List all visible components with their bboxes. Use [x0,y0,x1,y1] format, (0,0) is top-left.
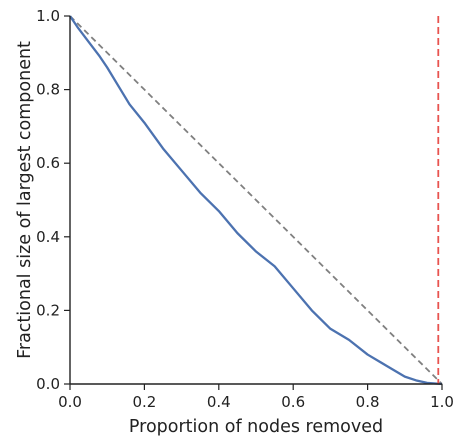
y-axis-label: Fractional size of largest component [15,41,35,359]
x-tick-label: 0.0 [58,393,82,411]
x-ticks: 0.0 0.2 0.4 0.6 0.8 1.0 [58,384,454,411]
y-tick-label: 0.4 [36,228,60,246]
y-tick-label: 0.8 [36,81,60,99]
y-ticks: 0.0 0.2 0.4 0.6 0.8 1.0 [36,7,70,393]
x-tick-label: 0.4 [207,393,231,411]
y-tick-label: 0.0 [36,375,60,393]
series-reference-diagonal [69,15,443,385]
y-tick-label: 1.0 [36,7,60,25]
x-tick-label: 1.0 [430,393,454,411]
axes-layer [69,16,442,385]
x-tick-label: 0.2 [132,393,156,411]
y-tick-label: 0.2 [36,301,60,319]
y-tick-label: 0.6 [36,154,60,172]
series-largest-component [69,15,443,386]
series-layer [69,15,443,386]
x-tick-label: 0.8 [356,393,380,411]
x-tick-label: 0.6 [281,393,305,411]
x-axis-label: Proportion of nodes removed [129,417,383,437]
